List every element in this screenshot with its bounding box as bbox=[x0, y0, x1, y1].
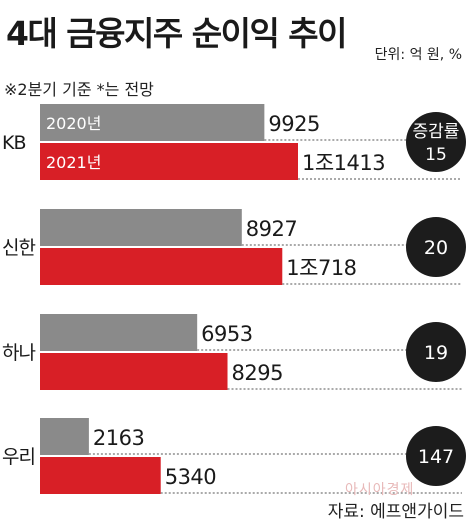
unit-label: 단위: 억 원, % bbox=[374, 47, 462, 63]
note-label: ※2분기 기준 *는 전망 bbox=[4, 80, 154, 99]
data-label: 6953 bbox=[201, 322, 252, 346]
legend-label: 2021년 bbox=[46, 153, 101, 172]
growth-rate-label: 15 bbox=[425, 145, 447, 165]
category-label: 신한 bbox=[2, 237, 35, 259]
growth-badge bbox=[406, 217, 466, 277]
data-label: 5340 bbox=[165, 465, 216, 489]
source-label: 자료: 에프앤가이드 bbox=[327, 502, 464, 522]
category-label: 하나 bbox=[2, 342, 35, 364]
data-label: 8295 bbox=[232, 361, 283, 385]
chart-title: 4대 금융지주 순이익 추이 bbox=[6, 14, 348, 53]
data-label: 9925 bbox=[268, 112, 319, 136]
bar-2020-cat-0 bbox=[40, 104, 265, 141]
growth-rate-label: 147 bbox=[418, 446, 454, 468]
bar-2021-cat-3 bbox=[40, 457, 161, 494]
growth-rate-label: 19 bbox=[424, 342, 448, 364]
data-label: 1조718 bbox=[286, 256, 356, 280]
bar-2020-cat-2 bbox=[40, 314, 198, 351]
growth-badge bbox=[406, 322, 466, 382]
badge-header: 증감률 bbox=[413, 122, 460, 142]
data-label: 2163 bbox=[93, 426, 144, 450]
bar-2021-cat-0 bbox=[40, 143, 298, 180]
category-label: KB bbox=[2, 132, 26, 154]
watermark: 아시아경제 bbox=[345, 482, 415, 498]
growth-rate-label: 20 bbox=[424, 237, 448, 259]
data-label: 8927 bbox=[246, 217, 297, 241]
bar-2021-cat-2 bbox=[40, 353, 228, 390]
legend-label: 2020년 bbox=[46, 114, 101, 133]
bar-2020-cat-1 bbox=[40, 209, 242, 246]
data-label: 1조1413 bbox=[302, 151, 385, 175]
bar-2021-cat-1 bbox=[40, 248, 283, 285]
growth-badge bbox=[406, 112, 466, 172]
growth-badge bbox=[406, 426, 466, 486]
category-label: 우리 bbox=[2, 446, 35, 468]
bar-2020-cat-3 bbox=[40, 418, 89, 455]
